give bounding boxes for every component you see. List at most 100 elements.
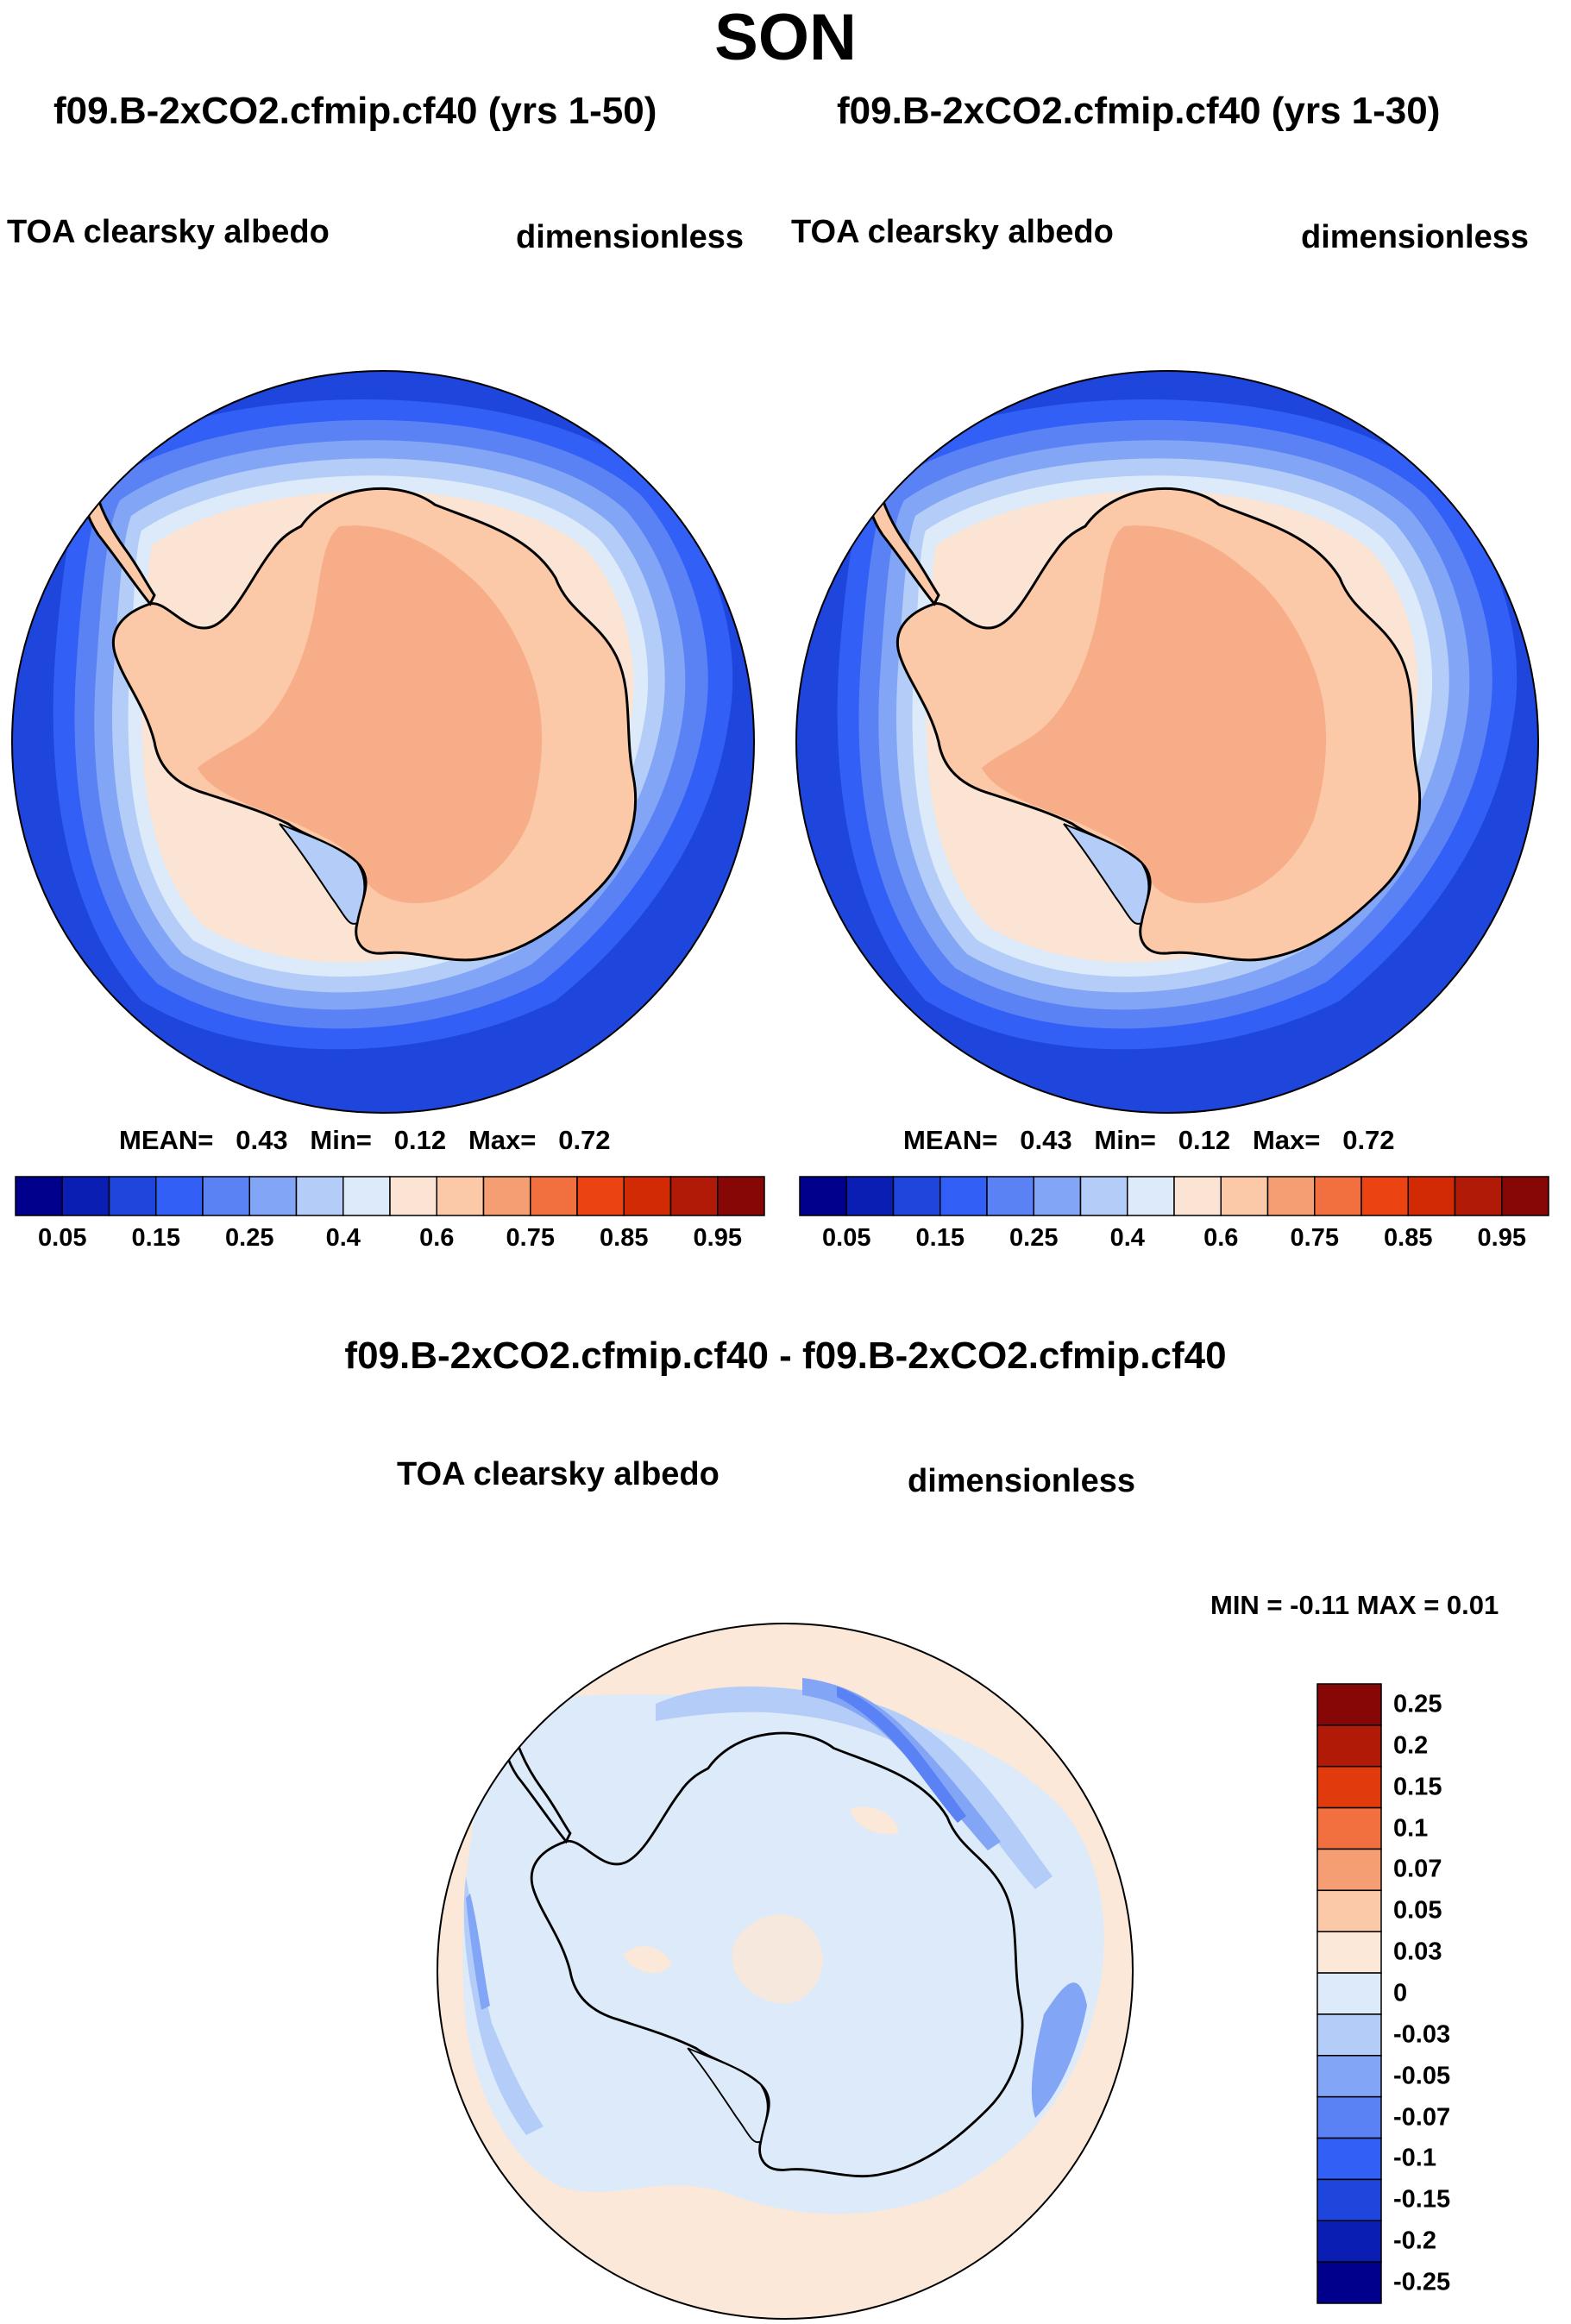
left-colorbar-swatch: [202, 1176, 250, 1216]
difference-colorbar-tick-label: 0.2: [1393, 1731, 1429, 1760]
right-colorbar-tick-label: 0.25: [1009, 1224, 1059, 1252]
difference-colorbar-swatch: [1316, 1848, 1382, 1892]
left-colorbar-swatch: [482, 1176, 531, 1216]
difference-colorbar-tick-label: 0.05: [1393, 1896, 1442, 1925]
right-colorbar-swatch: [1220, 1176, 1269, 1216]
difference-map-boundary: [437, 1623, 1134, 2320]
left-colorbar-swatch: [108, 1176, 157, 1216]
right-colorbar-swatch: [1454, 1176, 1503, 1216]
difference-colorbar-tick-label: 0: [1393, 1979, 1408, 2007]
mean-label: MEAN=: [903, 1125, 998, 1155]
left-colorbar-tick-label: 0.05: [38, 1224, 87, 1252]
difference-colorbar-tick-label: -0.15: [1393, 2185, 1451, 2214]
difference-colorbar-tick-label: 0.25: [1393, 1690, 1442, 1718]
left-colorbar-swatch: [623, 1176, 672, 1216]
difference-units-label: dimensionless: [908, 1463, 1135, 1499]
difference-map: [437, 1624, 1133, 2319]
right-colorbar-tick-label: 0.85: [1384, 1224, 1433, 1252]
right-panel-case-title: f09.B-2xCO2.cfmip.cf40 (yrs 1-30): [837, 90, 1441, 132]
min-label: Min=: [1094, 1125, 1156, 1155]
mean-value: 0.43: [1020, 1125, 1072, 1155]
right-colorbar-swatch: [1266, 1176, 1316, 1216]
left-map-boundary: [11, 370, 755, 1114]
difference-colorbar-tick-label: 0.15: [1393, 1773, 1442, 1801]
difference-colorbar: [1316, 1683, 1382, 2304]
left-colorbar-tick-label: 0.75: [506, 1224, 555, 1252]
difference-colorbar-swatch: [1316, 2261, 1382, 2304]
right-colorbar-swatch: [1033, 1176, 1082, 1216]
difference-colorbar-swatch: [1316, 1931, 1382, 1974]
difference-colorbar-swatch: [1316, 2178, 1382, 2222]
difference-colorbar-swatch: [1316, 1683, 1382, 1726]
right-colorbar-swatch: [1173, 1176, 1222, 1216]
difference-colorbar-tick-label: -0.03: [1393, 2020, 1451, 2049]
right-colorbar-swatch: [1407, 1176, 1456, 1216]
left-colorbar-swatch: [530, 1176, 578, 1216]
difference-panel-title: f09.B-2xCO2.cfmip.cf40 - f09.B-2xCO2.cfm…: [344, 1335, 1227, 1377]
right-colorbar-swatch: [1314, 1176, 1362, 1216]
min-value: 0.12: [393, 1125, 447, 1155]
left-panel-stats: MEAN= 0.43 Min= 0.12 Max= 0.72: [119, 1125, 611, 1156]
difference-colorbar-tick-label: -0.2: [1393, 2227, 1436, 2255]
difference-colorbar-swatch: [1316, 1972, 1382, 2015]
right-colorbar-swatch: [799, 1176, 847, 1216]
left-colorbar-swatch: [576, 1176, 625, 1216]
right-colorbar-tick-label: 0.4: [1109, 1224, 1145, 1252]
left-colorbar: [15, 1176, 765, 1216]
right-colorbar-swatch: [1360, 1176, 1409, 1216]
min-label: Min=: [310, 1125, 372, 1155]
right-colorbar-tick-label: 0.15: [915, 1224, 965, 1252]
min-value: 0.12: [1178, 1125, 1231, 1155]
difference-colorbar-tick-label: 0.1: [1393, 1814, 1429, 1843]
right-colorbar-swatch: [986, 1176, 1034, 1216]
left-colorbar-tick-label: 0.85: [600, 1224, 649, 1252]
left-colorbar-swatch: [669, 1176, 719, 1216]
difference-colorbar-swatch: [1316, 2055, 1382, 2098]
max-value: 0.72: [558, 1125, 611, 1155]
left-colorbar-tick-label: 0.4: [325, 1224, 361, 1252]
left-colorbar-swatch: [436, 1176, 485, 1216]
difference-colorbar-tick-label: -0.25: [1393, 2268, 1451, 2296]
right-colorbar-tick-label: 0.6: [1203, 1224, 1239, 1252]
left-colorbar-swatch: [248, 1176, 298, 1216]
left-panel-units-label: dimensionless: [516, 219, 744, 255]
max-label: Max=: [1252, 1125, 1321, 1155]
left-colorbar-swatch: [342, 1176, 391, 1216]
max-value: 0.72: [1342, 1125, 1395, 1155]
difference-colorbar-swatch: [1316, 1806, 1382, 1850]
right-colorbar-tick-label: 0.05: [822, 1224, 871, 1252]
difference-field-label: TOA clearsky albedo: [397, 1456, 720, 1492]
left-colorbar-swatch: [155, 1176, 204, 1216]
left-panel-field-label: TOA clearsky albedo: [7, 214, 330, 250]
difference-colorbar-swatch: [1316, 1724, 1382, 1768]
difference-colorbar-tick-label: -0.1: [1393, 2144, 1436, 2172]
right-map-boundary: [795, 370, 1539, 1114]
left-colorbar-tick-label: 0.95: [693, 1224, 742, 1252]
right-colorbar-tick-label: 0.95: [1477, 1224, 1526, 1252]
difference-colorbar-swatch: [1316, 1765, 1382, 1809]
mean-label: MEAN=: [119, 1125, 214, 1155]
left-colorbar-swatch: [389, 1176, 437, 1216]
difference-colorbar-tick-label: -0.05: [1393, 2062, 1451, 2090]
main-title: SON: [714, 1, 857, 74]
left-colorbar-swatch: [295, 1176, 344, 1216]
right-panel-map: [796, 371, 1538, 1113]
right-colorbar-swatch: [1127, 1176, 1175, 1216]
left-colorbar-swatch: [61, 1176, 110, 1216]
mean-value: 0.43: [236, 1125, 288, 1155]
max-label: Max=: [468, 1125, 537, 1155]
right-panel-stats: MEAN= 0.43 Min= 0.12 Max= 0.72: [903, 1125, 1395, 1156]
left-panel-case-title: f09.B-2xCO2.cfmip.cf40 (yrs 1-50): [53, 90, 657, 132]
left-colorbar-tick-label: 0.15: [131, 1224, 180, 1252]
left-colorbar-tick-label: 0.25: [225, 1224, 274, 1252]
left-panel-map: [12, 371, 754, 1113]
difference-colorbar-swatch: [1316, 2137, 1382, 2181]
right-panel-field-label: TOA clearsky albedo: [791, 214, 1114, 250]
difference-colorbar-tick-label: -0.07: [1393, 2103, 1451, 2132]
right-colorbar-swatch: [1501, 1176, 1549, 1216]
left-colorbar-swatch: [15, 1176, 63, 1216]
difference-colorbar-swatch: [1316, 2095, 1382, 2139]
difference-minmax: MIN = -0.11 MAX = 0.01: [1210, 1590, 1499, 1620]
difference-colorbar-swatch: [1316, 1889, 1382, 1932]
